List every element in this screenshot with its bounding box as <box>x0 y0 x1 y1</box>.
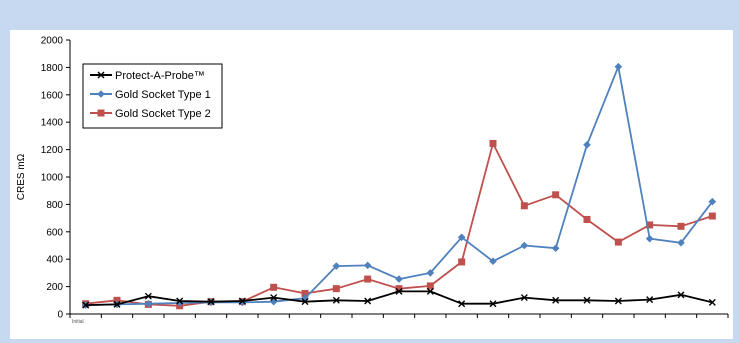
data-point <box>332 285 340 293</box>
data-point <box>207 298 215 306</box>
legend: Protect-A-Probe™ Gold Socket Type 1 Gold S… <box>82 63 223 129</box>
data-point <box>614 62 623 71</box>
data-point <box>583 141 591 149</box>
data-point <box>489 257 497 266</box>
data-point <box>395 285 403 293</box>
y-tick-label: 1400 <box>41 118 64 129</box>
data-point <box>646 296 654 304</box>
y-tick-label: 1800 <box>41 63 64 74</box>
data-point <box>520 294 528 302</box>
data-point <box>708 197 717 206</box>
y-tick-label: 1200 <box>41 145 64 156</box>
y-axis: 0 200 400 600 800 1000 1200 1400 1600 1800 2000 <box>41 36 71 321</box>
data-point <box>520 202 528 210</box>
data-point <box>270 294 278 302</box>
data-point <box>552 191 560 199</box>
x-axis: Initial <box>69 313 729 325</box>
data-point <box>269 297 278 306</box>
data-point <box>113 296 121 304</box>
data-point <box>426 282 434 290</box>
y-tick-label: 1000 <box>41 173 64 184</box>
series-3 <box>82 139 716 310</box>
data-point <box>645 234 654 243</box>
data-point <box>677 222 685 230</box>
data-point <box>395 275 403 283</box>
legend-item-1: Protect-A-Probe™ <box>90 70 205 82</box>
data-point <box>677 291 685 299</box>
data-point <box>144 292 152 300</box>
data-point <box>583 215 591 223</box>
x-tick-label: Initial <box>72 319 84 325</box>
legend-marker <box>97 90 105 98</box>
data-point <box>614 297 622 305</box>
y-tick-label: 600 <box>46 227 63 238</box>
data-point <box>270 283 278 291</box>
y-tick-label: 200 <box>46 282 63 293</box>
data-point <box>113 300 121 308</box>
data-point <box>364 275 372 283</box>
data-point <box>238 297 246 305</box>
data-point <box>583 296 591 304</box>
data-point <box>301 298 309 306</box>
data-point <box>144 299 153 308</box>
y-tick-label: 800 <box>46 200 63 211</box>
data-point <box>551 244 560 253</box>
data-point <box>364 297 372 305</box>
data-point <box>457 233 466 242</box>
data-point <box>708 212 716 220</box>
data-point <box>301 294 309 303</box>
data-point <box>395 287 403 295</box>
data-point <box>238 298 247 307</box>
data-point <box>489 300 497 308</box>
y-tick-label: 0 <box>57 310 63 321</box>
data-point <box>426 287 434 295</box>
data-point <box>332 262 341 270</box>
data-point <box>458 300 466 308</box>
data-point <box>332 296 340 304</box>
data-point <box>301 289 309 297</box>
legend-item-3: Gold Socket Type 2 <box>90 108 211 120</box>
series-1 <box>82 287 716 309</box>
series-2 <box>81 62 717 309</box>
data-point <box>82 301 90 309</box>
legend-label: Gold Socket Type 2 <box>115 108 211 120</box>
series-group <box>81 62 717 310</box>
data-point <box>489 139 497 147</box>
legend-marker <box>97 71 105 79</box>
data-point <box>708 298 716 306</box>
data-point <box>426 269 435 277</box>
data-point <box>176 297 184 305</box>
y-tick-label: 2000 <box>41 36 64 47</box>
data-point <box>458 258 466 266</box>
data-point <box>646 221 654 229</box>
data-point <box>552 296 560 304</box>
data-point <box>677 238 685 247</box>
legend-label: Protect-A-Probe™ <box>115 70 205 82</box>
y-tick-label: 1600 <box>41 90 64 101</box>
data-point <box>363 261 372 270</box>
data-point <box>614 238 622 246</box>
y-axis-label: CRES mΩ <box>16 153 27 200</box>
legend-label: Gold Socket Type 1 <box>115 89 211 101</box>
y-tick-label: 400 <box>46 255 63 266</box>
data-point <box>175 299 184 307</box>
legend-item-2: Gold Socket Type 1 <box>90 89 211 101</box>
data-point <box>520 241 529 250</box>
legend-marker <box>97 109 105 117</box>
